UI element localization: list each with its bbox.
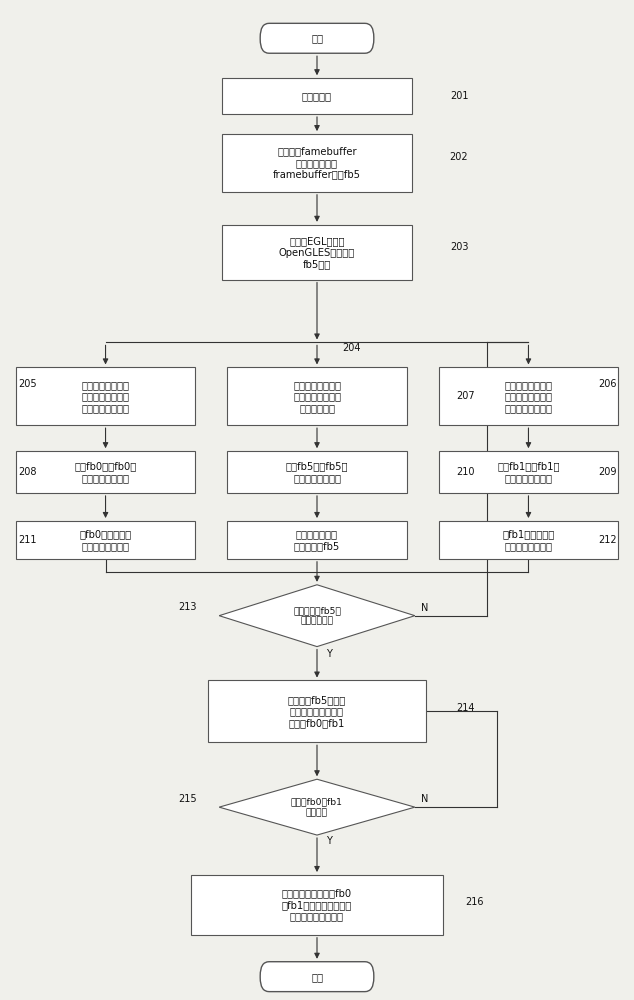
Text: 212: 212 bbox=[598, 535, 617, 545]
Text: N: N bbox=[421, 603, 429, 613]
Text: 211: 211 bbox=[18, 535, 37, 545]
Text: 结束: 结束 bbox=[311, 972, 323, 982]
Text: N: N bbox=[421, 794, 429, 804]
Text: 开始: 开始 bbox=[311, 33, 323, 43]
Text: 203: 203 bbox=[450, 242, 469, 252]
FancyBboxPatch shape bbox=[16, 521, 195, 559]
FancyBboxPatch shape bbox=[223, 134, 411, 192]
Text: 申请与第一显示设
备分辨率与像素格
式相匹配内存大小: 申请与第一显示设 备分辨率与像素格 式相匹配内存大小 bbox=[505, 380, 552, 413]
FancyBboxPatch shape bbox=[260, 962, 374, 992]
Text: 205: 205 bbox=[18, 379, 37, 389]
FancyBboxPatch shape bbox=[16, 451, 195, 493]
Text: 214: 214 bbox=[456, 703, 475, 713]
Text: 将fb0与第一显示
设备物理帧存绑定: 将fb0与第一显示 设备物理帧存绑定 bbox=[79, 529, 132, 551]
Text: 分别拷贝fb5对应内
存区域上下部分图形
数据至fb0、fb1: 分别拷贝fb5对应内 存区域上下部分图形 数据至fb0、fb1 bbox=[288, 695, 346, 728]
Text: 202: 202 bbox=[450, 152, 469, 162]
Text: 215: 215 bbox=[178, 794, 197, 804]
FancyBboxPatch shape bbox=[439, 451, 618, 493]
Text: 打开fb5，将fb5映
射到进程地址空间: 打开fb5，将fb5映 射到进程地址空间 bbox=[286, 461, 348, 483]
FancyBboxPatch shape bbox=[227, 451, 407, 493]
Text: 213: 213 bbox=[178, 602, 197, 612]
Text: Y: Y bbox=[327, 649, 332, 659]
FancyBboxPatch shape bbox=[191, 875, 443, 935]
Text: 216: 216 bbox=[465, 897, 484, 907]
Text: 206: 206 bbox=[598, 379, 617, 389]
FancyBboxPatch shape bbox=[439, 367, 618, 425]
Text: 201: 201 bbox=[450, 91, 469, 101]
Text: 打开fb0，将fb0映
射到进程地址空间: 打开fb0，将fb0映 射到进程地址空间 bbox=[74, 461, 137, 483]
FancyBboxPatch shape bbox=[16, 367, 195, 425]
Polygon shape bbox=[219, 779, 415, 835]
Text: 打开fb1，将fb1映
射到进程地址空间: 打开fb1，将fb1映 射到进程地址空间 bbox=[497, 461, 560, 483]
Text: Y: Y bbox=[327, 836, 332, 846]
Text: 加载虚拟famebuffer
驱动，注册虚拟
framebuffer设备fb5: 加载虚拟famebuffer 驱动，注册虚拟 framebuffer设备fb5 bbox=[273, 146, 361, 180]
Text: 初始化EGL，使能
OpenGLES接口，与
fb5绑定: 初始化EGL，使能 OpenGLES接口，与 fb5绑定 bbox=[279, 236, 355, 269]
FancyBboxPatch shape bbox=[227, 367, 407, 425]
FancyBboxPatch shape bbox=[227, 521, 407, 559]
Text: 204: 204 bbox=[342, 343, 361, 353]
Text: 将fb1与第二显示
设备物理帧存绑定: 将fb1与第二显示 设备物理帧存绑定 bbox=[502, 529, 555, 551]
Text: 系统初始化: 系统初始化 bbox=[302, 91, 332, 101]
FancyBboxPatch shape bbox=[223, 78, 411, 114]
Text: 申请与双屏图形分
辨率与像素格式相
匹配内存大小: 申请与双屏图形分 辨率与像素格式相 匹配内存大小 bbox=[293, 380, 341, 413]
Text: 208: 208 bbox=[18, 467, 37, 477]
FancyBboxPatch shape bbox=[260, 23, 374, 53]
FancyBboxPatch shape bbox=[208, 680, 426, 742]
Text: 209: 209 bbox=[598, 467, 617, 477]
Text: 申请与第一显示设
备分辨率与像素格
式相匹配内存大小: 申请与第一显示设 备分辨率与像素格 式相匹配内存大小 bbox=[82, 380, 129, 413]
Text: 210: 210 bbox=[456, 467, 475, 477]
FancyBboxPatch shape bbox=[439, 521, 618, 559]
Text: 拷贝至fb0和fb1
操作完成: 拷贝至fb0和fb1 操作完成 bbox=[291, 797, 343, 817]
Polygon shape bbox=[219, 585, 415, 647]
Text: 执行图形生成程
序，存放于fb5: 执行图形生成程 序，存放于fb5 bbox=[294, 529, 340, 551]
Text: 执行渲染显示命令将fb0
和fb1数据送至第一显示
设备和第二显示设备: 执行渲染显示命令将fb0 和fb1数据送至第一显示 设备和第二显示设备 bbox=[282, 888, 352, 921]
Text: 207: 207 bbox=[456, 391, 475, 401]
FancyBboxPatch shape bbox=[223, 225, 411, 280]
Text: 双屏图形在fb5中
是否填充完整: 双屏图形在fb5中 是否填充完整 bbox=[293, 606, 341, 625]
